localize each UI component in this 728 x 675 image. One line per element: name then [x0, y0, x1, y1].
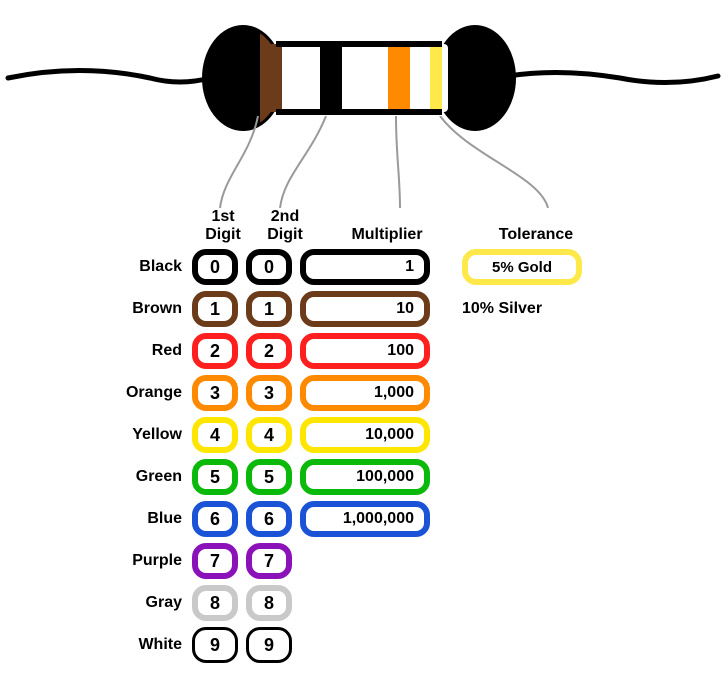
digit1-pill: 8: [192, 585, 238, 621]
multiplier-pill: 100,000: [300, 459, 430, 495]
table-row: White99: [108, 624, 668, 666]
digit1-pill: 5: [192, 459, 238, 495]
tolerance-pill: 5% Gold: [462, 249, 582, 285]
header-digit2: 2nd Digit: [254, 208, 316, 244]
row-label: Brown: [108, 300, 192, 318]
digit2-pill: 9: [246, 627, 292, 663]
table-row: Purple77: [108, 540, 668, 582]
multiplier-pill: 100: [300, 333, 430, 369]
table-row: Blue661,000,000: [108, 498, 668, 540]
multiplier-pill: 1,000: [300, 375, 430, 411]
digit1-pill: 0: [192, 249, 238, 285]
digit1-pill: 3: [192, 375, 238, 411]
digit2-pill: 7: [246, 543, 292, 579]
digit1-pill: 1: [192, 291, 238, 327]
digit1-pill: 7: [192, 543, 238, 579]
digit2-pill: 0: [246, 249, 292, 285]
row-label: Black: [108, 258, 192, 276]
row-label: Purple: [108, 552, 192, 570]
digit2-pill: 1: [246, 291, 292, 327]
digit2-pill: 8: [246, 585, 292, 621]
table-row: Black0015% Gold: [108, 246, 668, 288]
multiplier-pill: 10: [300, 291, 430, 327]
table-row: Brown111010% Silver: [108, 288, 668, 330]
header-multiplier: Multiplier: [316, 226, 458, 244]
digit2-pill: 5: [246, 459, 292, 495]
multiplier-pill: 1,000,000: [300, 501, 430, 537]
row-label: Yellow: [108, 426, 192, 444]
tolerance-text: 10% Silver: [462, 300, 542, 318]
digit2-pill: 3: [246, 375, 292, 411]
digit1-pill: 9: [192, 627, 238, 663]
digit2-pill: 6: [246, 501, 292, 537]
row-label: Green: [108, 468, 192, 486]
header-tolerance: Tolerance: [458, 226, 586, 244]
row-label: Orange: [108, 384, 192, 402]
row-label: Gray: [108, 594, 192, 612]
digit1-pill: 6: [192, 501, 238, 537]
row-label: Red: [108, 342, 192, 360]
row-label: Blue: [108, 510, 192, 528]
header-digit1: 1st Digit: [192, 208, 254, 244]
table-row: Gray88: [108, 582, 668, 624]
digit2-pill: 2: [246, 333, 292, 369]
table-row: Yellow4410,000: [108, 414, 668, 456]
digit2-pill: 4: [246, 417, 292, 453]
digit1-pill: 2: [192, 333, 238, 369]
table-row: Red22100: [108, 330, 668, 372]
table-row: Orange331,000: [108, 372, 668, 414]
guide-lines: [0, 116, 728, 208]
multiplier-pill: 1: [300, 249, 430, 285]
digit1-pill: 4: [192, 417, 238, 453]
table-row: Green55100,000: [108, 456, 668, 498]
header-row: 1st Digit 2nd Digit Multiplier Tolerance: [108, 208, 668, 244]
row-label: White: [108, 636, 192, 654]
multiplier-pill: 10,000: [300, 417, 430, 453]
color-code-table: 1st Digit 2nd Digit Multiplier Tolerance…: [108, 208, 668, 666]
